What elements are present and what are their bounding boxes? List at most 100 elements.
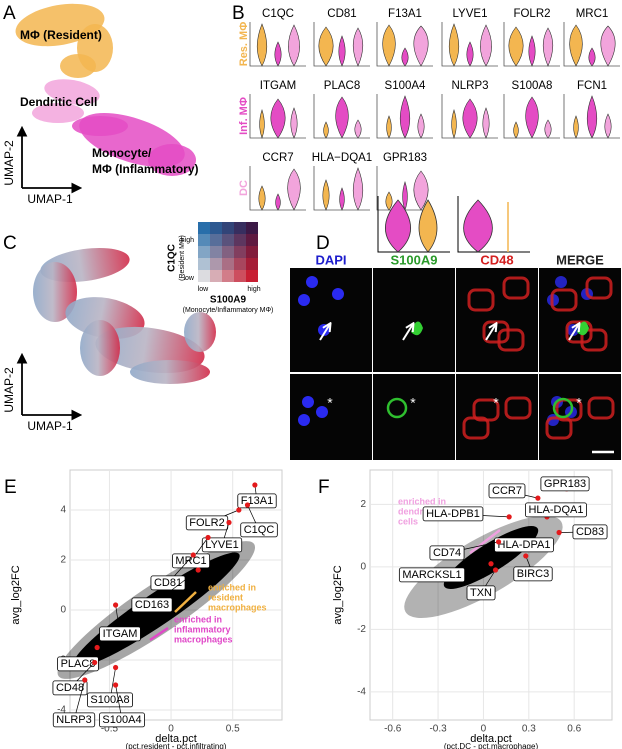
- membrane: [467, 288, 495, 312]
- cell-axis: [376, 22, 433, 67]
- membrane: [580, 328, 608, 352]
- highlight-point: [92, 659, 98, 666]
- legend-cell: [234, 222, 246, 234]
- point-label-text: FOLR2: [189, 517, 224, 529]
- point-label: HLA-DPA1: [494, 537, 554, 553]
- label-box: [398, 567, 466, 583]
- label-box: [488, 483, 526, 499]
- cell-axis: [441, 94, 498, 139]
- cluster-shape: [148, 144, 196, 176]
- x-tick-label: -0.3: [429, 724, 447, 735]
- violin: [463, 199, 493, 253]
- violin: [528, 35, 536, 67]
- legend-cell: [234, 234, 246, 246]
- micrograph: [373, 268, 455, 372]
- panel-letter: D: [316, 233, 330, 254]
- membrane: [497, 328, 525, 352]
- point-label-text: CD74: [433, 547, 461, 559]
- nucleus: [302, 396, 314, 408]
- legend-cell: [234, 246, 246, 258]
- annotation-arrow: [174, 591, 197, 613]
- highlight-point: [492, 567, 499, 573]
- axis-note: (pct.DC - pct.macrophage): [444, 742, 539, 749]
- micrograph: [539, 268, 621, 372]
- label-box: [572, 524, 608, 540]
- highlight-point: [113, 682, 119, 688]
- legend-cell: [222, 222, 234, 234]
- nucleus: [332, 288, 344, 300]
- cell-axis: [249, 166, 306, 211]
- point-label-text: LYVE1: [205, 539, 238, 551]
- gene-name: NLRP3: [451, 80, 488, 92]
- point-label-text: HLA-DPA1: [498, 539, 551, 551]
- label-box: [513, 566, 553, 582]
- highlight-point: [523, 553, 529, 559]
- label: MΦ (Inflammatory): [92, 162, 199, 176]
- x-tick-label: 0: [168, 724, 174, 735]
- gene-name: S100A8: [512, 80, 553, 92]
- membrane: [502, 276, 530, 300]
- point-label-text: CD81: [154, 577, 182, 589]
- box-axis: [457, 196, 530, 253]
- gene-name: FOLR2: [513, 8, 550, 20]
- axis-title: UMAP-2: [2, 140, 16, 186]
- axis-note: (pct.resident - pct.infiltrating): [126, 742, 227, 749]
- x-tick-label: 0.3: [522, 724, 536, 735]
- box-axis: [377, 196, 450, 253]
- label: Monocyte/: [92, 146, 152, 160]
- highlight-point: [113, 664, 119, 671]
- violin: [256, 23, 268, 67]
- legend-cell: [198, 222, 210, 234]
- cluster-shape: [33, 262, 77, 322]
- axis-title: UMAP-1: [27, 192, 73, 206]
- micrograph: [456, 268, 538, 372]
- point-label-text: ITGAM: [103, 628, 138, 640]
- y-tick-label: 2: [60, 555, 66, 566]
- violin: [513, 121, 519, 139]
- violin: [339, 187, 345, 211]
- legend-cell: [210, 258, 222, 270]
- violin: [413, 25, 429, 67]
- marker: *: [493, 395, 499, 411]
- membrane: [587, 396, 615, 420]
- violin: [482, 107, 490, 139]
- point-label-text: MARCKSL1: [402, 569, 461, 581]
- label-box: [466, 585, 496, 601]
- nucleus: [555, 276, 567, 288]
- violin: [382, 24, 396, 67]
- gene-name: CCR7: [262, 152, 293, 164]
- cluster-shape: [130, 360, 210, 384]
- legend-cell: [198, 270, 210, 282]
- point-label: CD81: [150, 575, 186, 591]
- highlight-point: [252, 482, 258, 488]
- membrane: [462, 416, 490, 440]
- legend-cell: [222, 246, 234, 258]
- point-label: CCR7: [488, 483, 526, 499]
- point-label: HLA-DQA1: [525, 502, 587, 518]
- arrow: [568, 324, 579, 341]
- violin: [525, 96, 539, 139]
- cluster-shape: [60, 54, 96, 78]
- gene-name: PLAC8: [324, 80, 360, 92]
- membrane: [545, 416, 573, 440]
- cell-axis: [313, 94, 370, 139]
- violin: [480, 24, 492, 67]
- cluster-shape: [32, 103, 84, 123]
- panel-letter: A: [3, 3, 16, 24]
- y-tick-label: 2: [360, 499, 366, 510]
- highlight-point: [205, 534, 211, 541]
- violin: [569, 24, 583, 67]
- axis-title: delta.pct: [470, 733, 512, 745]
- violin: [413, 170, 429, 211]
- point-label: ITGAM: [99, 626, 141, 642]
- label-box: [52, 712, 96, 728]
- nucleus: [298, 294, 310, 306]
- violin: [542, 27, 554, 67]
- gene-name: FCN1: [577, 80, 607, 92]
- violin: [290, 107, 298, 139]
- violin: [352, 167, 364, 211]
- label: (Resident MΦ): [179, 235, 186, 281]
- axis-title: avg_log2FC: [332, 565, 344, 624]
- legend-cell: [246, 222, 258, 234]
